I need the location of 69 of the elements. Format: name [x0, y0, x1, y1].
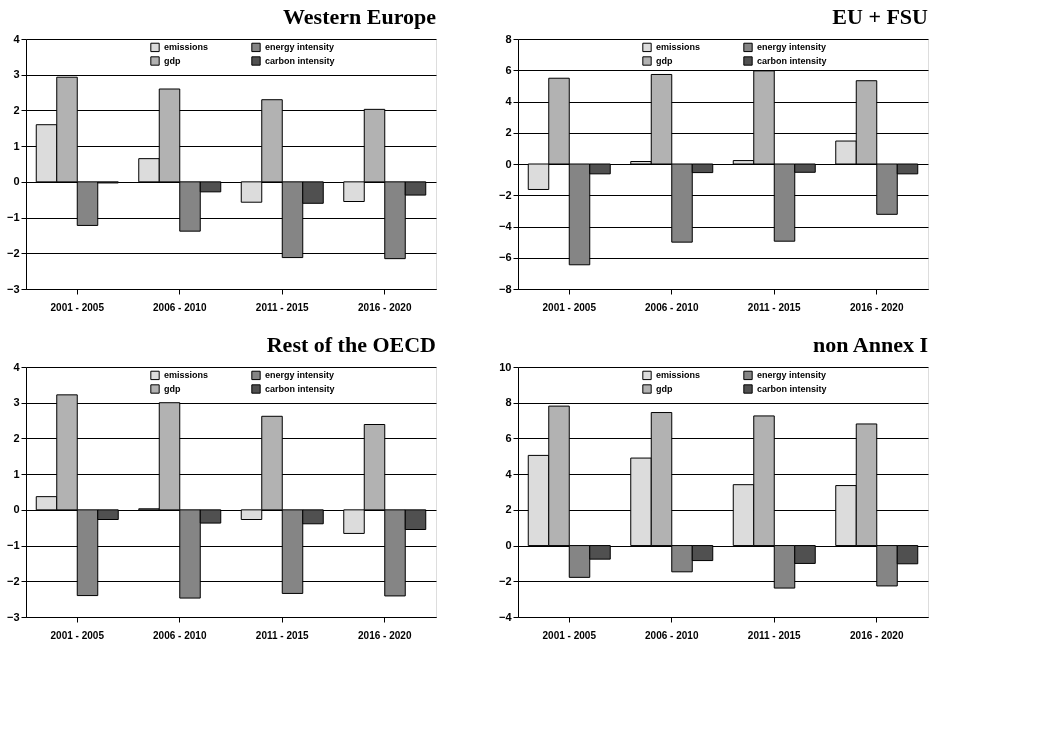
- x-tick-label: 2006 - 2010: [645, 629, 699, 641]
- y-tick-label: −6: [498, 251, 512, 264]
- legend-label: gdp: [656, 384, 673, 394]
- y-tick-label: 3: [13, 396, 20, 409]
- y-tick-label: −1: [6, 539, 20, 552]
- y-tick-label: 1: [13, 139, 20, 152]
- x-tick-label: 2011 - 2015: [255, 301, 310, 313]
- y-tick-label: 8: [505, 396, 512, 409]
- x-tick-label: 2016 - 2020: [850, 301, 904, 313]
- legend-label: emissions: [656, 370, 701, 381]
- chart-title: non Annex I: [813, 332, 928, 357]
- y-tick-label: 0: [505, 539, 512, 552]
- legend-label: energy intensity: [757, 42, 827, 53]
- x-tick-label: 2001 - 2005: [50, 301, 105, 313]
- legend-label: gdp: [656, 56, 673, 66]
- y-tick-label: 10: [499, 360, 512, 373]
- y-tick-label: −3: [6, 610, 20, 623]
- y-tick-label: 2: [505, 503, 512, 516]
- legend-label: carbon intensity: [757, 56, 827, 66]
- x-tick-label: 2011 - 2015: [747, 301, 802, 313]
- y-tick-label: −3: [6, 282, 20, 295]
- y-tick-label: −2: [6, 246, 20, 259]
- y-tick-label: −4: [498, 220, 513, 232]
- y-tick-label: 6: [505, 431, 512, 444]
- x-tick-label: 2001 - 2005: [542, 629, 597, 641]
- legend-label: gdp: [164, 56, 181, 66]
- y-tick-label: 8: [505, 32, 512, 45]
- x-tick-label: 2001 - 2005: [50, 629, 105, 641]
- legend-label: gdp: [164, 384, 181, 394]
- y-tick-label: −1: [6, 211, 20, 224]
- chart-title: EU + FSU: [832, 4, 929, 29]
- legend-label: emissions: [656, 42, 701, 53]
- y-tick-label: 2: [13, 103, 20, 116]
- y-tick-label: 0: [505, 157, 512, 170]
- y-tick-label: 1: [13, 467, 20, 480]
- x-tick-label: 2016 - 2020: [358, 301, 412, 313]
- y-tick-label: 3: [13, 68, 20, 81]
- x-tick-label: 2006 - 2010: [153, 301, 207, 313]
- legend-label: energy intensity: [265, 42, 335, 53]
- x-tick-label: 2011 - 2015: [747, 629, 802, 641]
- x-tick-label: 2016 - 2020: [850, 629, 904, 641]
- y-tick-label: −2: [6, 574, 20, 587]
- y-tick-label: 0: [13, 175, 20, 188]
- legend-label: carbon intensity: [265, 384, 335, 394]
- y-tick-label: 4: [13, 360, 21, 373]
- y-tick-label: 4: [505, 95, 513, 107]
- y-tick-label: 6: [505, 63, 512, 76]
- x-tick-label: 2011 - 2015: [255, 629, 310, 641]
- y-tick-label: −4: [498, 610, 513, 623]
- legend-label: carbon intensity: [757, 384, 827, 394]
- legend-label: energy intensity: [757, 370, 827, 381]
- legend-label: energy intensity: [265, 370, 335, 381]
- x-tick-label: 2006 - 2010: [645, 301, 699, 313]
- chart-title: Western Europe: [283, 4, 437, 29]
- y-tick-label: −8: [498, 282, 512, 295]
- y-tick-label: −2: [498, 188, 512, 201]
- x-tick-label: 2006 - 2010: [153, 629, 207, 641]
- y-tick-label: −2: [498, 574, 512, 587]
- y-tick-label: 2: [505, 126, 512, 139]
- y-tick-label: 2: [13, 431, 20, 444]
- chart-title: Rest of the OECD: [266, 332, 436, 357]
- y-tick-label: 0: [13, 503, 20, 516]
- legend-label: emissions: [164, 42, 209, 53]
- y-tick-label: 4: [505, 467, 513, 480]
- y-tick-label: 4: [13, 32, 21, 45]
- legend-label: carbon intensity: [265, 56, 335, 66]
- legend-label: emissions: [164, 370, 209, 381]
- x-tick-label: 2016 - 2020: [358, 629, 412, 641]
- x-tick-label: 2001 - 2005: [542, 301, 597, 313]
